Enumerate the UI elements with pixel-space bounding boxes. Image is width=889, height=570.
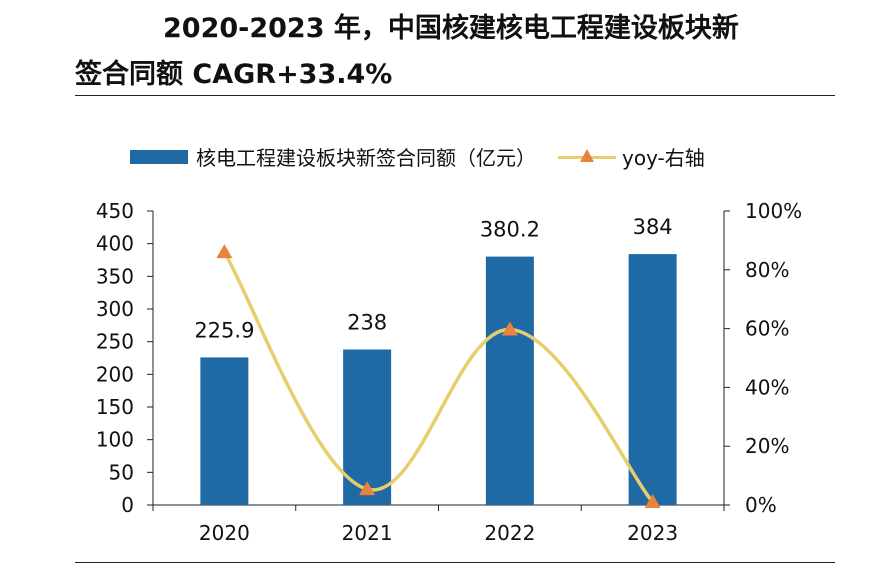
left-tick-label: 150 [96,395,134,419]
bar [628,254,677,505]
yoy-line [222,251,654,504]
bar [485,256,534,505]
line-swatch [558,145,616,169]
bottom-rule [75,562,835,563]
x-tick-label: 2020 [199,521,250,545]
bar-swatch [130,149,188,164]
legend-item-line: yoy-右轴 [558,142,705,171]
top-rule [75,95,835,96]
right-tick-label: 0% [745,493,777,517]
yoy-marker [359,481,376,496]
bar-data-label: 238 [347,311,387,335]
yoy-marker [216,244,233,259]
left-tick-label: 50 [109,460,134,484]
right-tick-label: 100% [745,199,802,223]
right-tick-label: 20% [745,434,789,458]
legend-item-bar: 核电工程建设板块新签合同额（亿元） [130,142,536,171]
left-tick-label: 300 [96,297,134,321]
left-tick-label: 0 [121,493,134,517]
left-tick-label: 200 [96,362,134,386]
legend-line-label: yoy-右轴 [622,146,705,170]
x-tick-label: 2023 [627,521,678,545]
legend: 核电工程建设板块新签合同额（亿元） yoy-右轴 [130,142,705,171]
yoy-marker [644,494,661,509]
left-tick-label: 100 [96,428,134,452]
bar-data-label: 225.9 [194,318,254,342]
bar-data-label: 384 [633,215,673,239]
legend-bar-label: 核电工程建设板块新签合同额（亿元） [196,146,536,170]
title-line-1: 2020-2023 年，中国核建核电工程建设板块新 [163,13,739,44]
right-tick-label: 40% [745,375,789,399]
bar-data-label: 380.2 [480,218,540,242]
left-tick-label: 350 [96,264,134,288]
chart-title: 2020-2023 年，中国核建核电工程建设板块新 签合同额 CAGR+33.4… [75,6,855,98]
x-tick-label: 2022 [484,521,535,545]
right-tick-label: 80% [745,258,789,282]
left-tick-label: 250 [96,330,134,354]
bar [200,357,249,505]
x-tick-label: 2021 [342,521,393,545]
left-tick-label: 400 [96,232,134,256]
left-tick-label: 450 [96,199,134,223]
title-line-2: 签合同额 CAGR+33.4% [75,59,393,90]
yoy-marker [501,321,518,336]
triangle-marker-icon [580,148,594,162]
right-tick-label: 60% [745,317,789,341]
